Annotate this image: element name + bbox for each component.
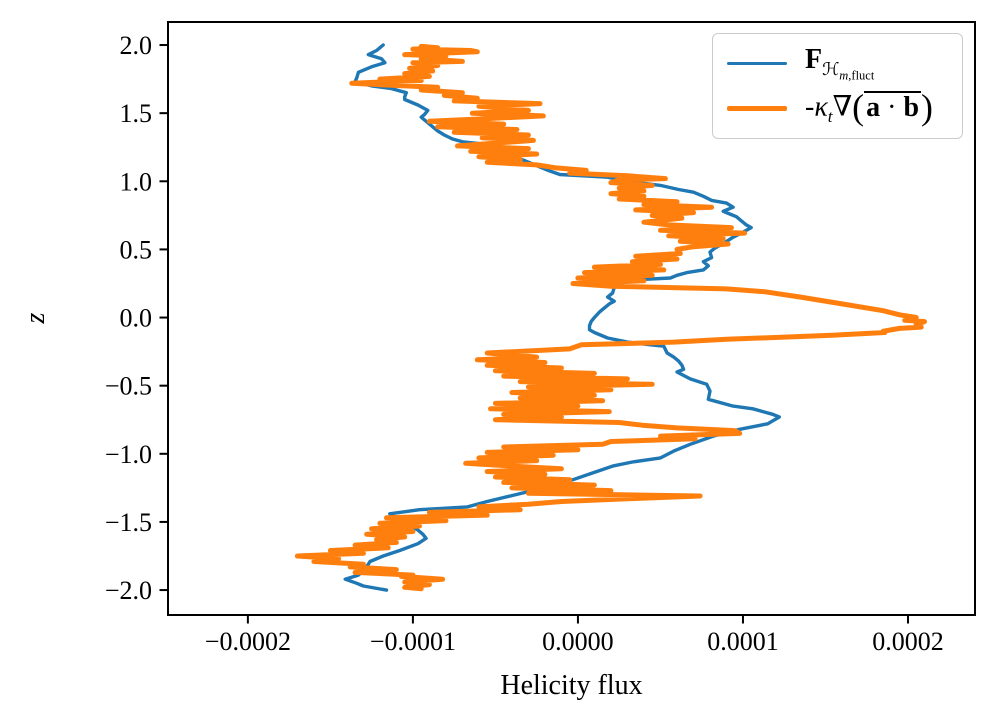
x-tick-label: 0.0000	[542, 627, 614, 656]
plot-generated-layer: −0.0002 −0.0001 0.0000 0.0001 0.0002 2.0 1.5 1.…	[105, 21, 976, 656]
legend: Fℋm,fluct -κt∇(a · b)	[712, 33, 963, 139]
series-line-1	[294, 43, 927, 592]
y-tick-label: −1.5	[105, 508, 152, 537]
x-tick-label: −0.0001	[370, 627, 456, 656]
y-tick-label: −2.0	[105, 576, 152, 605]
legend-label-1: -κt∇(a · b)	[805, 87, 933, 128]
y-tick-label: 0.0	[120, 304, 153, 333]
y-tick-label: 1.0	[120, 167, 153, 196]
y-axis-label: z	[20, 312, 51, 324]
x-tick-label: 0.0002	[872, 627, 944, 656]
x-axis-label: Helicity flux	[500, 670, 642, 701]
x-tick-label: 0.0001	[707, 627, 779, 656]
y-tick-label: 0.5	[120, 235, 153, 264]
legend-entry-0: Fℋm,fluct	[727, 45, 948, 82]
legend-line-sample-0	[727, 61, 787, 66]
y-tick-label: −1.0	[105, 440, 152, 469]
x-tick-label: −0.0002	[205, 627, 291, 656]
legend-line-sample-1	[727, 105, 787, 111]
legend-entry-1: -κt∇(a · b)	[727, 87, 948, 128]
series-line-0	[343, 43, 781, 592]
legend-label-0: Fℋm,fluct	[805, 44, 875, 83]
y-tick-label: 2.0	[120, 31, 153, 60]
y-tick-label: 1.5	[120, 99, 153, 128]
y-tick-label: −0.5	[105, 372, 152, 401]
